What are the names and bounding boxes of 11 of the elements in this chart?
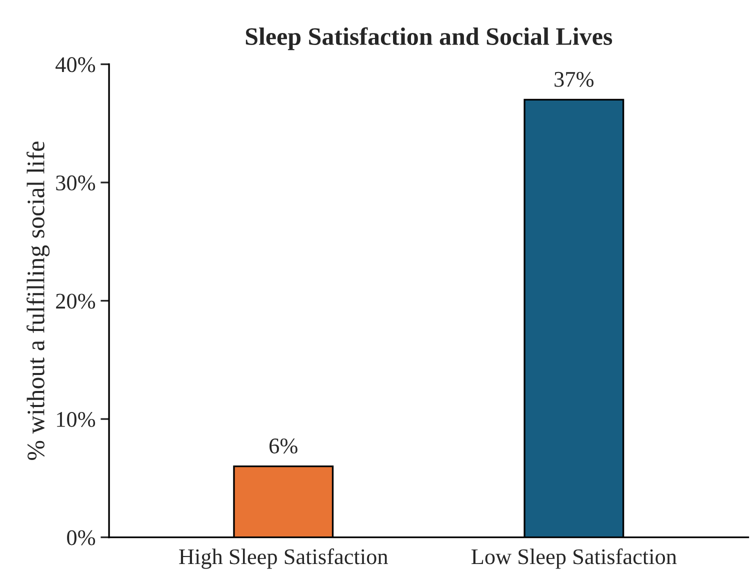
y-tick-label: 20% [56, 294, 96, 309]
y-tick-label: 40% [56, 57, 96, 72]
chart-title: Sleep Satisfaction and Social Lives [246, 27, 612, 50]
x-tick-label: High Sleep Satisfaction [179, 548, 388, 569]
x-tick-label: Low Sleep Satisfaction [471, 548, 677, 569]
y-tick-label: 30% [56, 175, 96, 190]
data-label: 6% [270, 438, 298, 454]
y-tick-label: 0% [67, 530, 96, 546]
data-label: 37% [554, 72, 594, 87]
y-axis-title: % without a fulfilling social life [26, 142, 50, 460]
y-tick-label: 10% [57, 412, 96, 428]
